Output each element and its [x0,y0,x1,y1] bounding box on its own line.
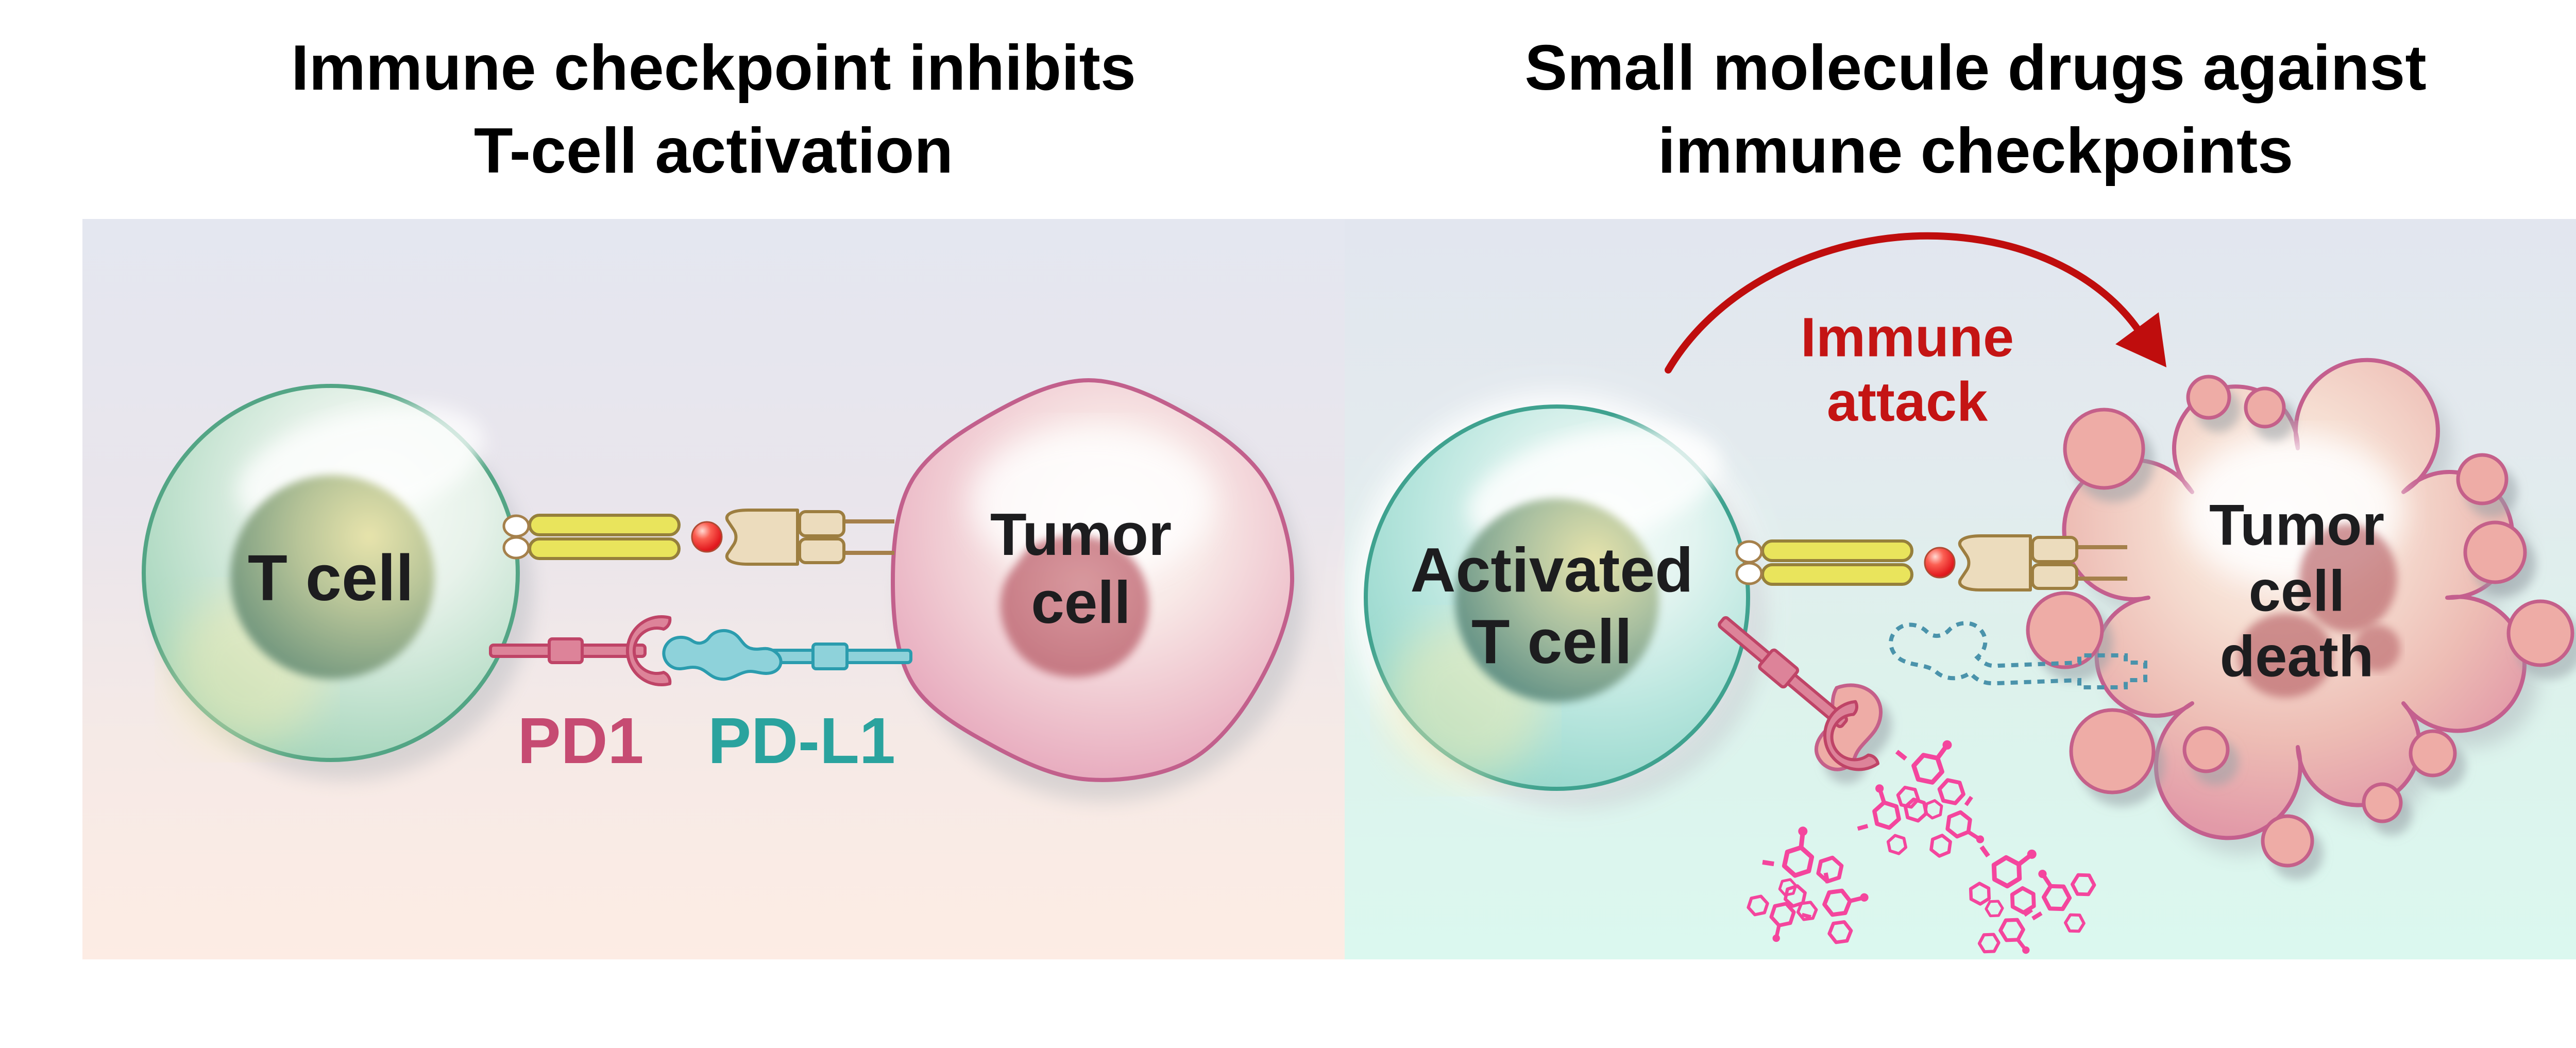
t-cell-label: T cell [247,542,414,615]
tumor-cell-death [2062,358,2527,840]
tumor-cell-nucleus [1000,535,1149,678]
pd1-label: PD1 [517,704,644,777]
right-panel-title: Small molecule drugs against immune chec… [1524,32,2427,187]
left-panel-title: Immune checkpoint inhibits T-cell activa… [291,32,1136,187]
activated-t-cell [1364,404,1750,791]
tcr-mhc-complex-right [1737,536,2127,590]
immune-attack-arrow [1665,232,2166,374]
activated-t-cell-nucleus [1455,498,1659,702]
small-molecule-drugs [1744,731,2107,971]
t-cell [142,384,520,762]
pdl1-degraded-dashed-outline [1889,621,2147,689]
pd1-receptor-left [489,617,670,685]
tumor-cell-label: Tumor cell [990,500,1172,636]
pdl1-ligand-left [662,629,912,681]
immune-attack-label: Immune attack [1800,306,2014,433]
pdl1-label: PD-L1 [707,704,896,777]
tumor-cell-death-label: Tumor cell death [2209,493,2385,689]
pd1-receptor-right [1718,616,1900,792]
tumor-cell-gloss [971,428,1213,577]
t-cell-nucleus [230,475,434,679]
activated-t-cell-label: Activated T cell [1410,534,1693,677]
tcr-mhc-complex-left [504,510,894,564]
tumor-cell [891,378,1295,782]
